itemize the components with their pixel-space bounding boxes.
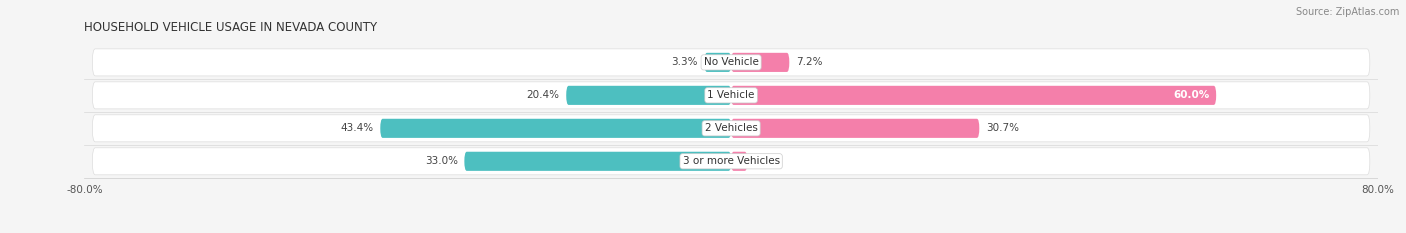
FancyBboxPatch shape — [380, 119, 731, 138]
Legend: Owner-occupied, Renter-occupied: Owner-occupied, Renter-occupied — [614, 230, 848, 233]
FancyBboxPatch shape — [567, 86, 731, 105]
FancyBboxPatch shape — [731, 152, 748, 171]
FancyBboxPatch shape — [731, 53, 789, 72]
Text: 3 or more Vehicles: 3 or more Vehicles — [682, 156, 780, 166]
FancyBboxPatch shape — [93, 82, 1369, 109]
FancyBboxPatch shape — [93, 148, 1369, 175]
Text: 2.0%: 2.0% — [754, 156, 780, 166]
FancyBboxPatch shape — [93, 49, 1369, 76]
FancyBboxPatch shape — [731, 86, 1216, 105]
FancyBboxPatch shape — [731, 119, 980, 138]
Text: 60.0%: 60.0% — [1174, 90, 1209, 100]
Text: 43.4%: 43.4% — [340, 123, 374, 133]
FancyBboxPatch shape — [464, 152, 731, 171]
Text: 2 Vehicles: 2 Vehicles — [704, 123, 758, 133]
Text: 3.3%: 3.3% — [672, 57, 697, 67]
Text: 30.7%: 30.7% — [986, 123, 1019, 133]
FancyBboxPatch shape — [93, 115, 1369, 142]
Text: 1 Vehicle: 1 Vehicle — [707, 90, 755, 100]
Text: Source: ZipAtlas.com: Source: ZipAtlas.com — [1295, 7, 1399, 17]
FancyBboxPatch shape — [704, 53, 731, 72]
Text: No Vehicle: No Vehicle — [703, 57, 759, 67]
Text: 7.2%: 7.2% — [796, 57, 823, 67]
Text: 20.4%: 20.4% — [527, 90, 560, 100]
Text: 33.0%: 33.0% — [425, 156, 458, 166]
Text: HOUSEHOLD VEHICLE USAGE IN NEVADA COUNTY: HOUSEHOLD VEHICLE USAGE IN NEVADA COUNTY — [84, 21, 377, 34]
